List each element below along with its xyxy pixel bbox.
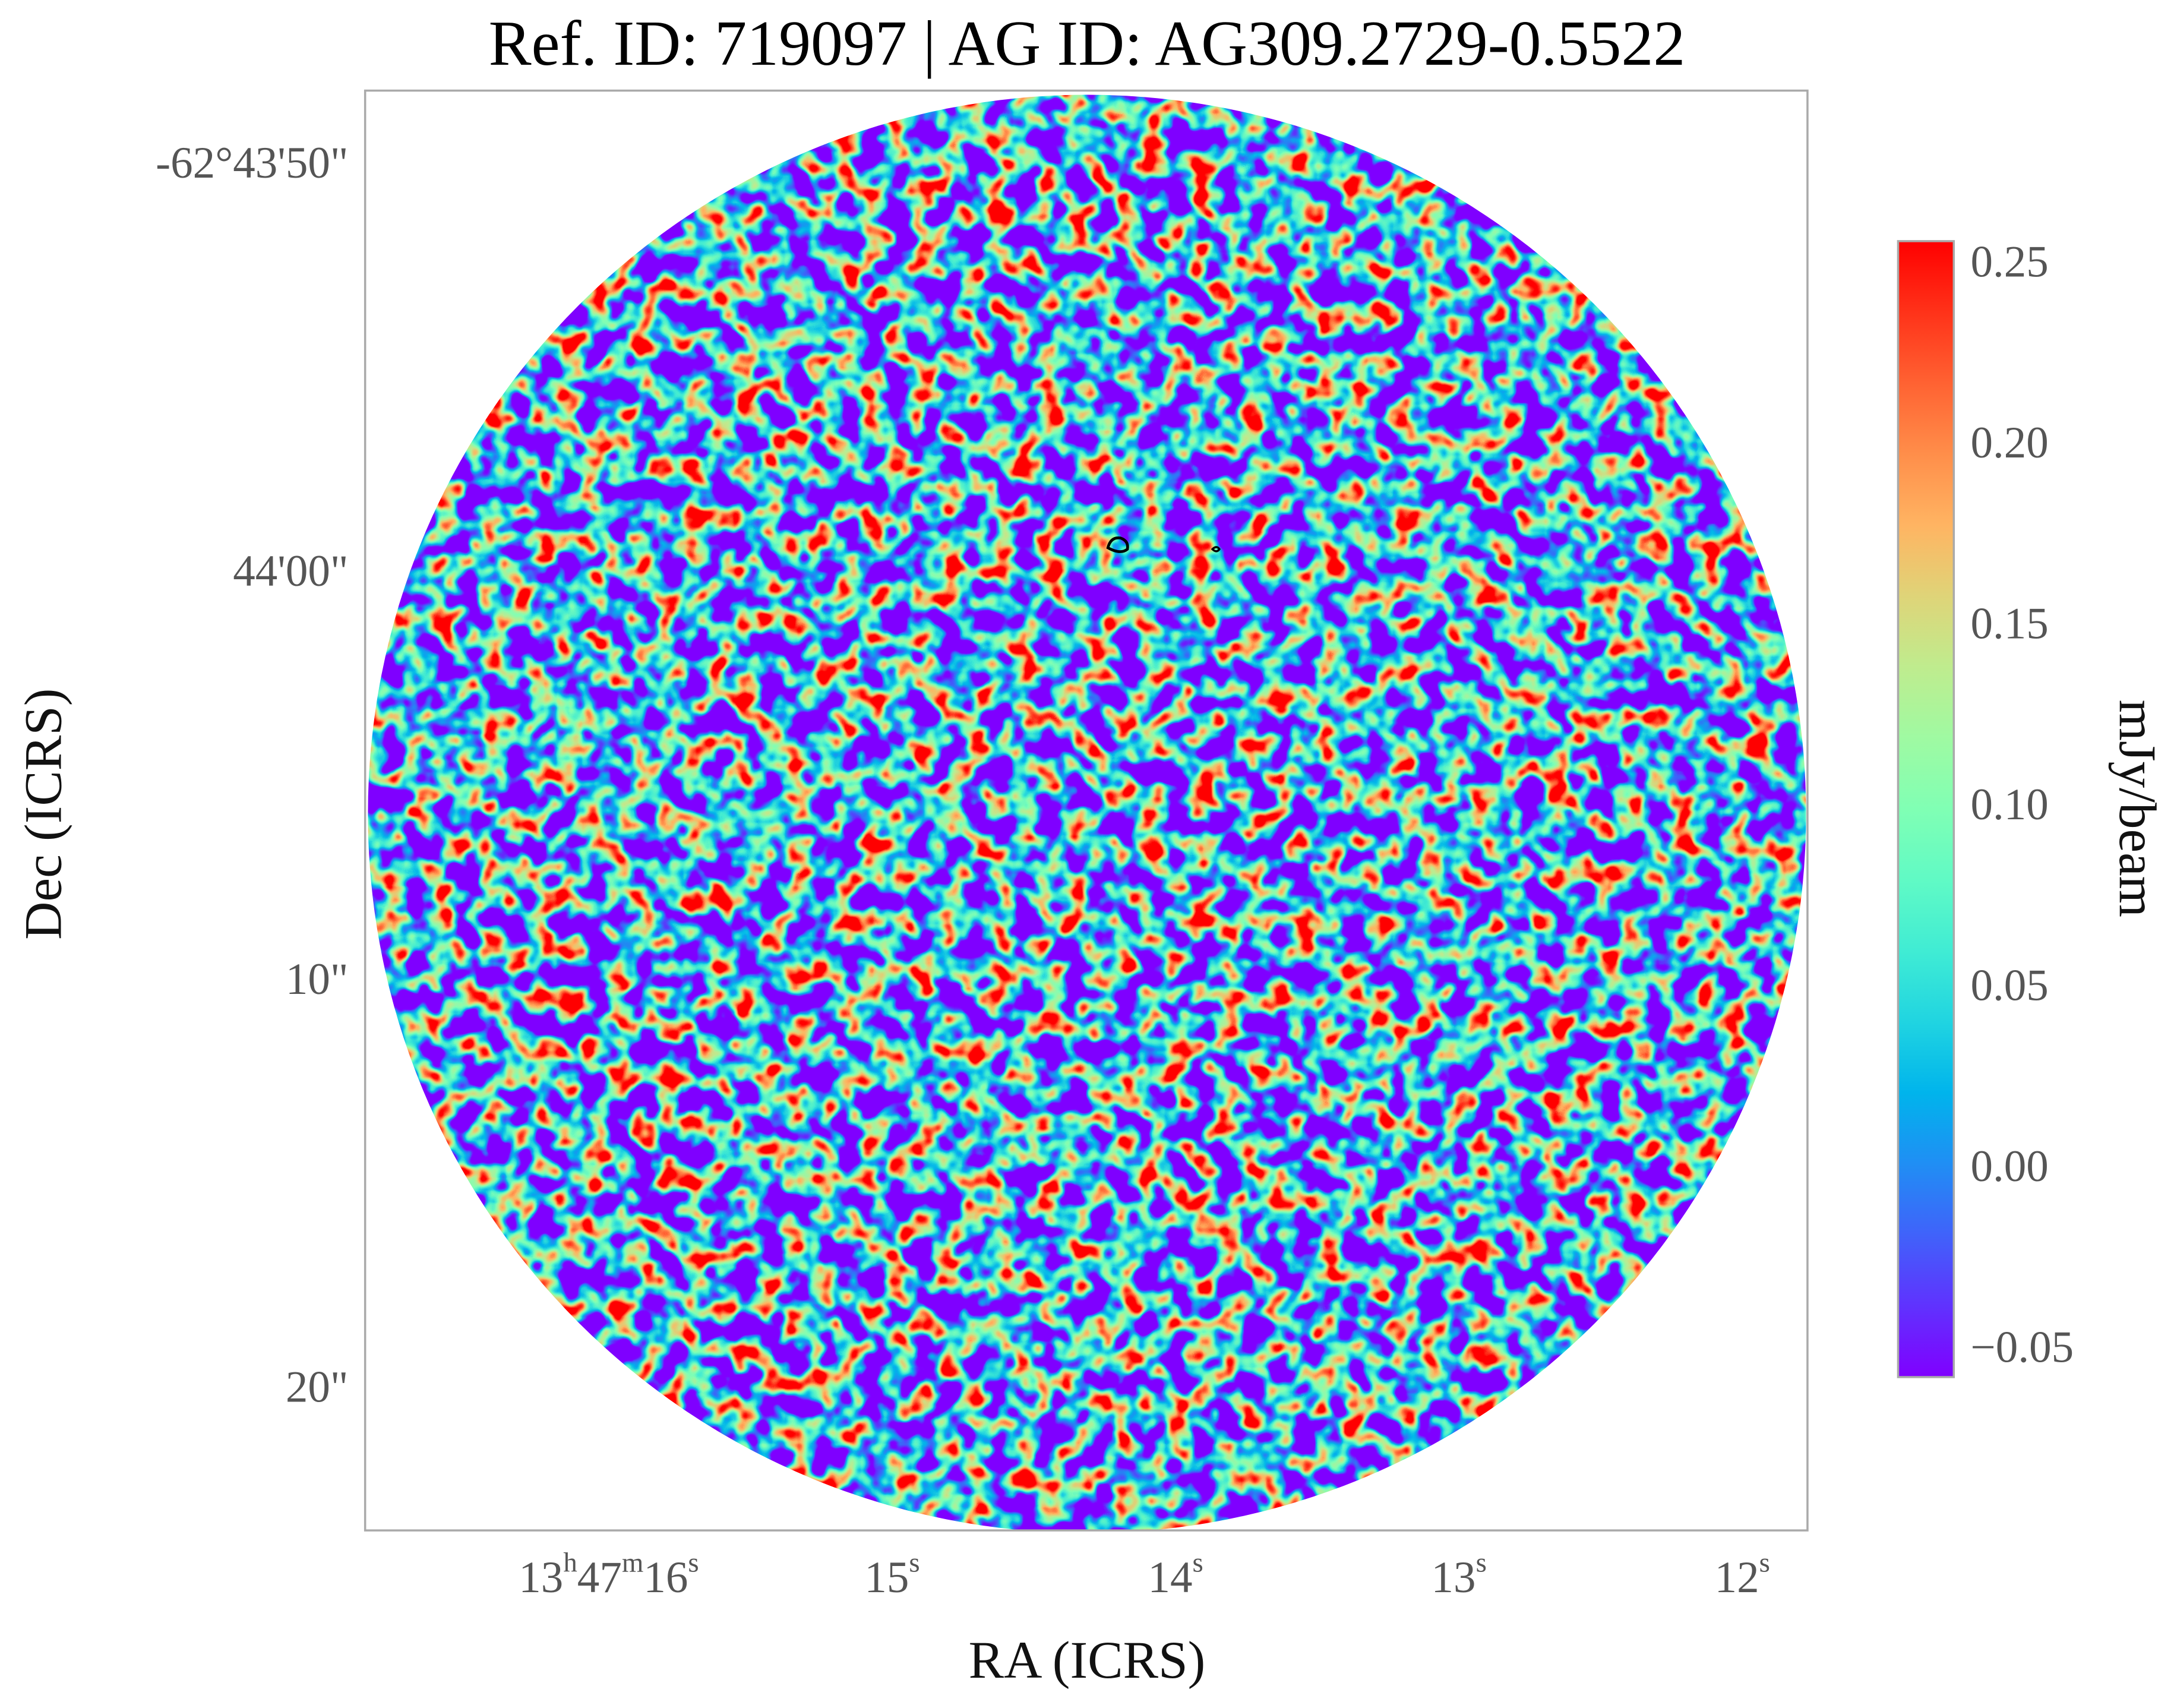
y-axis-label: Dec (ICRS)	[15, 688, 73, 939]
x-tick-label: 15s	[864, 1548, 919, 1603]
x-tick-label: 14s	[1148, 1548, 1203, 1603]
colorbar-tick-label: 0.25	[1970, 238, 2048, 287]
y-tick-label: -62°43'50"	[156, 138, 348, 188]
plot-frame	[364, 89, 1809, 1532]
x-tick-label: 13s	[1432, 1548, 1487, 1603]
colorbar	[1897, 240, 1955, 1378]
y-tick-label: 10"	[286, 955, 349, 1004]
contour	[1211, 546, 1221, 553]
y-tick-label: 44'00"	[233, 547, 348, 596]
noise-map	[368, 94, 1806, 1531]
colorbar-tick-label: 0.05	[1970, 961, 2048, 1011]
x-tick-label: 12s	[1715, 1548, 1770, 1603]
colorbar-tick-label: 0.10	[1970, 780, 2048, 829]
chart-title: Ref. ID: 719097 | AG ID: AG309.2729-0.55…	[489, 8, 1686, 79]
x-axis-label: RA (ICRS)	[969, 1631, 1206, 1690]
colorbar-label: mJy/beam	[2108, 700, 2166, 917]
colorbar-tick-label: −0.05	[1970, 1323, 2074, 1372]
colorbar-tick-label: 0.00	[1970, 1142, 2048, 1191]
sky-image	[368, 94, 1806, 1531]
x-tick-label: 13h47m16s	[519, 1548, 699, 1603]
colorbar-tick-label: 0.15	[1970, 599, 2048, 649]
y-tick-label: 20"	[286, 1363, 349, 1412]
contour	[1106, 536, 1129, 553]
colorbar-tick-label: 0.20	[1970, 418, 2048, 468]
